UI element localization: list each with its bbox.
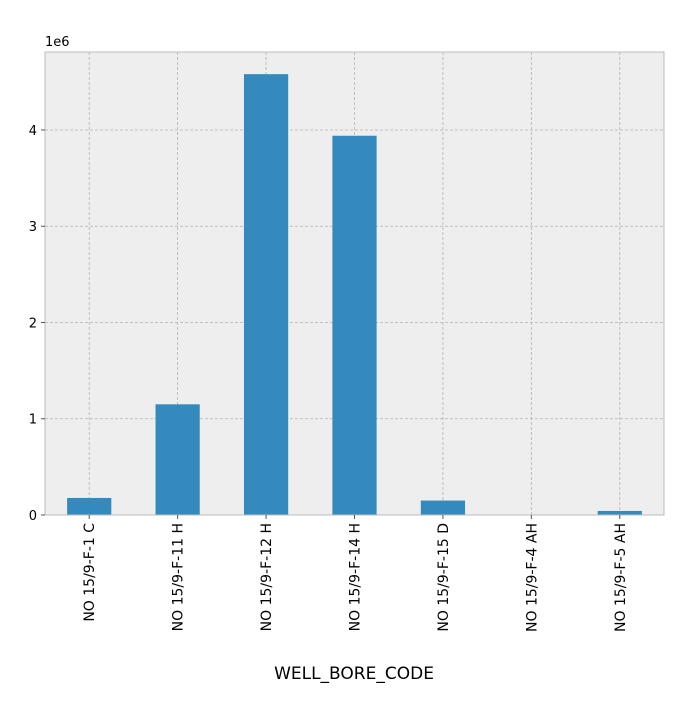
y-axis-ticks: 0 1 2 3 4 — [29, 124, 45, 524]
y-scale-label: 1e6 — [45, 35, 70, 50]
bar — [67, 497, 112, 515]
bar — [420, 500, 466, 515]
y-tick-label: 2 — [29, 316, 37, 331]
x-tick-label: NO 15/9-F-12 H — [259, 523, 275, 631]
x-tick-label: NO 15/9-F-11 H — [171, 523, 187, 631]
y-tick-label: 4 — [29, 124, 37, 139]
bar — [155, 404, 200, 515]
x-tick-label: NO 15/9-F-5 AH — [613, 523, 629, 632]
y-tick-label: 1 — [29, 413, 37, 428]
y-tick-label: 0 — [29, 509, 37, 524]
y-tick-label: 3 — [29, 220, 37, 235]
bar — [597, 510, 642, 515]
x-axis-label: WELL_BORE_CODE — [274, 664, 434, 684]
x-axis-ticks: NO 15/9-F-1 C NO 15/9-F-11 H NO 15/9-F-12 … — [82, 515, 629, 632]
bar — [243, 74, 289, 516]
bar — [332, 135, 377, 516]
x-tick-label: NO 15/9-F-1 C — [82, 523, 98, 622]
x-tick-label: NO 15/9-F-14 H — [348, 523, 364, 631]
x-tick-label: NO 15/9-F-4 AH — [524, 523, 540, 632]
bars — [67, 74, 642, 516]
x-tick-label: NO 15/9-F-15 D — [436, 523, 452, 632]
